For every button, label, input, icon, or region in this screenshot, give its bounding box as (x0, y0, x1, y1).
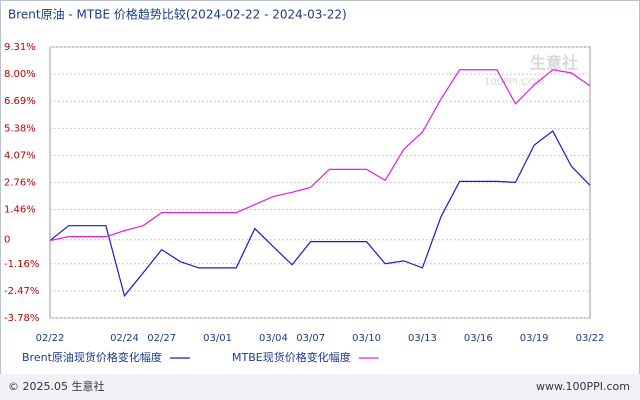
x-tick-label: 03/07 (296, 333, 325, 344)
y-tick-label: 6.69% (4, 96, 36, 107)
x-tick-label: 02/24 (110, 333, 139, 344)
watermark: 100PPI.COM (484, 77, 545, 88)
x-tick-label: 03/16 (464, 333, 493, 344)
y-tick-label: 1.46% (4, 205, 36, 216)
watermark: 生意社 (530, 54, 578, 73)
y-tick-label: 4.07% (4, 150, 36, 161)
x-tick-label: 03/19 (520, 333, 549, 344)
y-tick-label: 5.38% (4, 123, 36, 134)
y-tick-label: 2.76% (4, 178, 36, 189)
x-tick-label: 02/22 (36, 333, 65, 344)
footer-right: www.100PPI.com (536, 380, 630, 393)
y-tick-label: -2.47% (4, 286, 39, 297)
footer-bar (0, 374, 640, 400)
y-tick-label: 9.31% (4, 42, 36, 53)
x-tick-label: 03/22 (576, 333, 605, 344)
legend-label: MTBE现货价格变化幅度 (232, 350, 351, 364)
y-tick-label: -3.78% (4, 313, 39, 324)
series-line (49, 130, 591, 298)
x-tick-label: 02/27 (147, 333, 176, 344)
y-tick-label: -1.16% (4, 259, 39, 270)
series-line (49, 69, 591, 242)
legend-label: Brent原油现货价格变化幅度 (22, 350, 162, 364)
x-tick-label: 03/01 (203, 333, 232, 344)
chart-title: Brent原油 - MTBE 价格趋势比较(2024-02-22 - 2024-… (8, 7, 347, 22)
x-tick-label: 03/10 (352, 333, 381, 344)
y-tick-label: 0 (4, 235, 10, 246)
x-tick-label: 03/13 (408, 333, 437, 344)
y-tick-label: 8.00% (4, 69, 36, 80)
footer-left: © 2025.05 生意社 (8, 379, 104, 393)
x-tick-label: 03/04 (259, 333, 288, 344)
